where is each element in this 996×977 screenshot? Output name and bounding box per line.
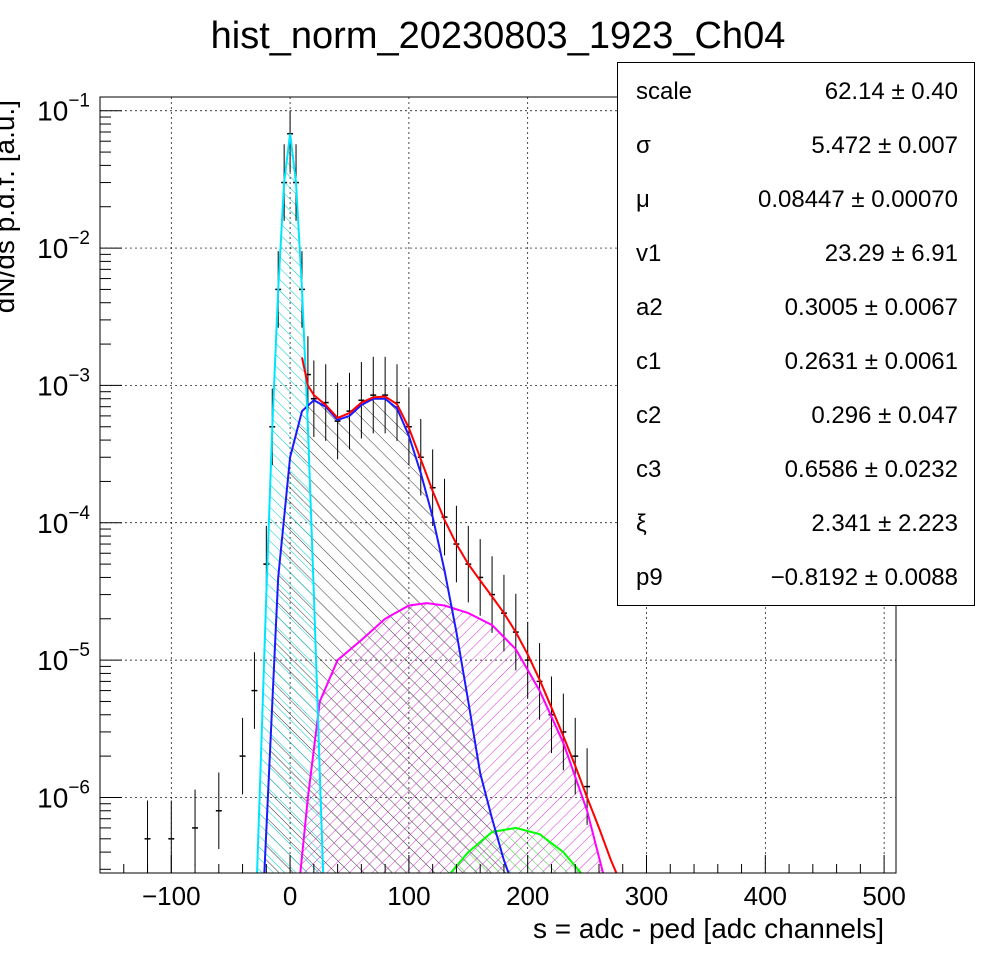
stats-param-name: a2 [636, 294, 663, 321]
x-tick-label: 100 [387, 881, 430, 911]
total-fit-curve [301, 357, 618, 873]
y-tick-label: 10−6 [37, 777, 90, 813]
stats-param-value: 0.6586 ± 0.0232 [784, 456, 958, 483]
x-tick-label: 400 [744, 881, 787, 911]
stats-param-value: 0.2631 ± 0.0061 [784, 348, 958, 375]
chart-title: hist_norm_20230803_1923_Ch04 [211, 15, 786, 57]
stats-param-value: 0.3005 ± 0.0067 [784, 294, 958, 321]
stats-param-name: c1 [636, 348, 662, 375]
stats-row: ξ 2.341 ± 2.223 [618, 497, 974, 551]
stats-param-name: p9 [636, 564, 663, 591]
three-pe-area [450, 827, 582, 873]
x-tick-label: 500 [862, 881, 905, 911]
stats-row: μ 0.08447 ± 0.00070 [618, 173, 974, 227]
y-axis-label: dN/ds p.d.f. [a.u.] [0, 100, 20, 313]
axis-ticks: −100 0 100 200 300 400 500 10−1 10−2 10−3 10−4 10−5… [37, 91, 906, 911]
stats-row: a2 0.3005 ± 0.0067 [618, 281, 974, 335]
y-tick-label: 10−4 [37, 503, 90, 539]
stats-param-value: −0.8192 ± 0.0088 [770, 564, 958, 591]
stats-row: σ 5.472 ± 0.007 [618, 119, 974, 173]
stats-param-name: ξ [636, 510, 647, 537]
stats-param-name: σ [636, 132, 651, 159]
stats-param-value: 0.08447 ± 0.00070 [757, 186, 958, 213]
x-tick-label: 300 [625, 881, 668, 911]
stats-row: p9 −0.8192 ± 0.0088 [618, 551, 974, 605]
stats-row: c1 0.2631 ± 0.0061 [618, 335, 974, 389]
stats-row: c3 0.6586 ± 0.0232 [618, 443, 974, 497]
stats-param-value: 2.341 ± 2.223 [811, 510, 958, 537]
stats-row: scale 62.14 ± 0.40 [618, 65, 974, 119]
stats-param-value: 62.14 ± 0.40 [824, 78, 958, 105]
stats-row: c2 0.296 ± 0.047 [618, 389, 974, 443]
stats-param-value: 0.296 ± 0.047 [811, 402, 958, 429]
y-tick-label: 10−2 [37, 228, 90, 264]
stats-param-name: c3 [636, 456, 662, 483]
stats-param-name: scale [636, 78, 693, 105]
three-pe-curve [449, 826, 583, 873]
y-tick-label: 10−3 [37, 365, 90, 401]
y-tick-label: 10−5 [37, 640, 90, 676]
pedestal-curve [256, 133, 325, 873]
fit-stats-box: scale 62.14 ± 0.40 σ 5.472 ± 0.007 μ 0.08447 … [617, 62, 975, 606]
stats-row: v1 23.29 ± 6.91 [618, 227, 974, 281]
stats-param-value: 5.472 ± 0.007 [811, 132, 958, 159]
stats-param-name: c2 [636, 402, 662, 429]
stats-param-name: v1 [636, 240, 662, 267]
x-axis-label: s = adc - ped [adc channels] [533, 913, 884, 944]
fit-curves [256, 133, 618, 873]
stats-param-value: 23.29 ± 6.91 [824, 240, 958, 267]
y-tick-label: 10−1 [37, 91, 90, 127]
stats-param-name: μ [636, 186, 650, 213]
two-pe-curve [299, 602, 605, 873]
x-tick-label: 0 [283, 881, 297, 911]
x-tick-label: −100 [142, 881, 201, 911]
x-tick-label: 200 [506, 881, 549, 911]
